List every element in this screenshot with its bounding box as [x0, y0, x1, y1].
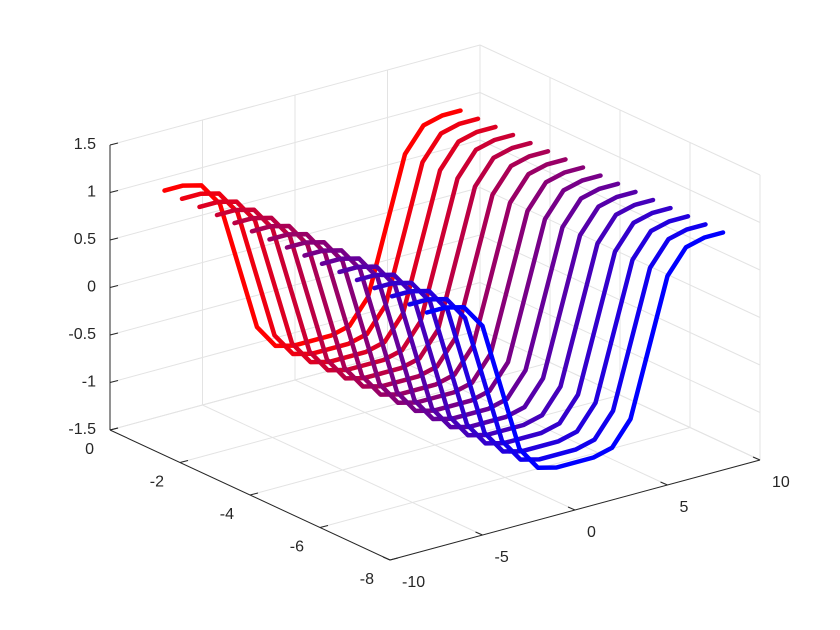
- y-tick-label: -6: [290, 539, 304, 556]
- grid-line: [109, 92, 481, 193]
- tick-mark: [109, 380, 119, 383]
- surface-curve: [319, 181, 621, 422]
- tick-mark: [109, 285, 119, 288]
- tick-mark: [389, 557, 399, 561]
- z-tick-label: 1.5: [74, 136, 96, 153]
- x-tick-label: -5: [495, 549, 509, 566]
- grid-line: [479, 329, 761, 461]
- tick-mark: [109, 237, 119, 241]
- surface-curve: [162, 108, 463, 349]
- tick-mark: [109, 142, 119, 146]
- y-tick-label: 0: [85, 441, 94, 458]
- tick-mark: [179, 460, 189, 463]
- tick-mark: [109, 190, 119, 193]
- surface-curve: [354, 197, 656, 438]
- grid-line: [109, 44, 481, 146]
- z-tick-label: 0.5: [74, 231, 96, 248]
- y-tick-label: -4: [220, 506, 234, 523]
- y-tick-label: -8: [360, 571, 374, 588]
- grid-line: [479, 44, 761, 176]
- x-tick-label: 10: [772, 474, 790, 491]
- surface-curve: [389, 214, 691, 454]
- surface-curve: [214, 132, 516, 373]
- surface-curve: [232, 140, 533, 381]
- surface-curve: [179, 116, 481, 357]
- grid-line: [109, 139, 481, 241]
- x-tick-label: 5: [680, 499, 689, 516]
- grid-line: [109, 282, 481, 383]
- tick-mark: [109, 332, 119, 336]
- tick-mark: [249, 492, 259, 496]
- grid-line: [179, 362, 551, 463]
- surface-curve: [284, 165, 586, 406]
- z-tick-label: -1.5: [68, 421, 96, 438]
- z-tick-label: 1: [87, 184, 96, 201]
- surface-curve: [267, 157, 568, 397]
- surface-curve: [337, 189, 638, 430]
- grid-line: [479, 139, 761, 271]
- tick-mark: [382, 556, 391, 561]
- tick-mark: [660, 481, 668, 486]
- surface-curve: [372, 205, 673, 446]
- z-tick-label: 0: [87, 279, 96, 296]
- surface-curve: [197, 124, 498, 365]
- y-tick-label: -2: [150, 474, 164, 491]
- tick-mark: [319, 525, 329, 528]
- grid-line: [319, 427, 691, 528]
- grid-line: [109, 187, 481, 288]
- grid-line: [249, 394, 621, 496]
- surface-curve: [249, 149, 551, 389]
- grid-line: [479, 92, 761, 223]
- z-tick-label: -0.5: [68, 326, 96, 343]
- surface-curve: [424, 230, 726, 471]
- x-tick-label: -10: [402, 574, 425, 591]
- grid-line: [479, 282, 761, 413]
- tick-mark: [475, 531, 483, 536]
- z-tick-label: -1: [82, 374, 96, 391]
- x-tick-label: 0: [587, 524, 596, 541]
- surface-curve: [407, 222, 708, 462]
- tick-mark: [752, 456, 761, 461]
- tick-mark: [567, 506, 576, 511]
- tick-mark: [109, 427, 119, 431]
- grid-line: [109, 329, 481, 431]
- surface-curve: [302, 173, 603, 414]
